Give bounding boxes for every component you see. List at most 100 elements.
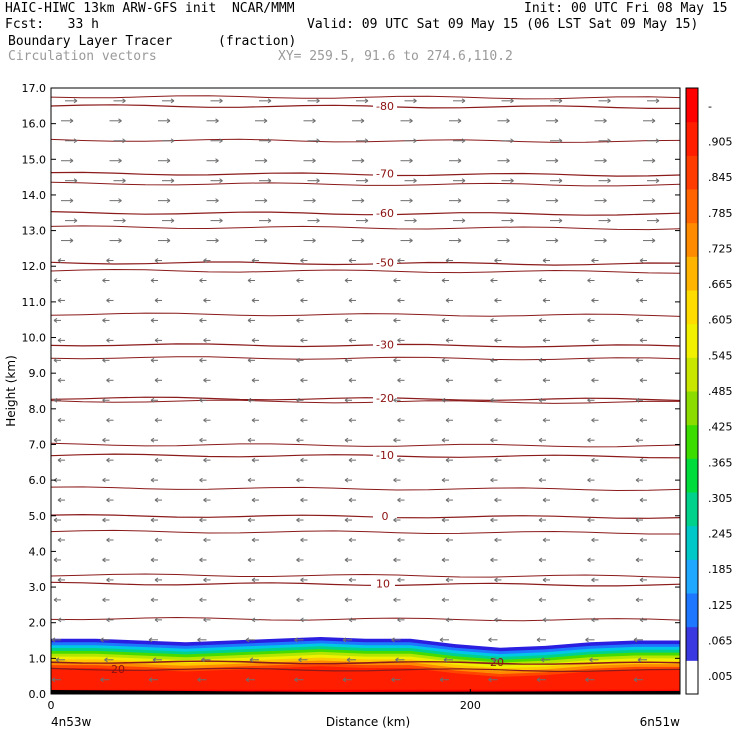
- wind-vector-head: [73, 178, 78, 184]
- wind-vector-head: [201, 657, 205, 663]
- isotherm-label: -30: [376, 339, 394, 352]
- wind-vector-head: [635, 357, 640, 363]
- wind-vector-head: [166, 118, 171, 124]
- wind-vector-head: [348, 577, 353, 583]
- wind-vector-head: [587, 517, 591, 523]
- wind-vector-head: [607, 178, 611, 184]
- wind-vector-head: [267, 138, 272, 144]
- wind-vector-head: [247, 597, 252, 603]
- wind-vector-head: [251, 577, 256, 583]
- x-axis: 0 200: [48, 689, 481, 712]
- wind-vector-head: [558, 218, 563, 224]
- wind-vector-head: [591, 457, 595, 463]
- wind-vector-head: [247, 437, 252, 443]
- wind-vector-head: [57, 497, 62, 503]
- wind-vector-head: [203, 457, 207, 463]
- colorbar: .005 .065 .125 .185 .245 .305 .365 .425 .485 .545…: [685, 87, 733, 695]
- header-line1-left: HAIC-HIWC 13km ARW-GFS init NCAR/MMM: [5, 1, 295, 16]
- circulation-vectors: [51, 98, 660, 683]
- wind-vector-head: [106, 298, 110, 303]
- wind-vector-head: [639, 617, 644, 623]
- wind-vector-head: [219, 218, 223, 224]
- wind-vector-head: [364, 138, 369, 144]
- wind-vector-head: [166, 158, 171, 164]
- wind-vector-head: [538, 477, 543, 483]
- wind-vector-head: [655, 218, 660, 224]
- plot-frame: [50, 87, 681, 695]
- wind-vector-head: [506, 198, 510, 204]
- wind-vector-head: [441, 437, 446, 443]
- wind-vector-head: [245, 677, 250, 683]
- isotherm-line: [51, 573, 680, 578]
- wind-vector-head: [263, 158, 268, 164]
- isotherm-line: [51, 529, 680, 535]
- wind-vector-head: [397, 497, 401, 503]
- y-tick-label: 3.0: [29, 581, 47, 594]
- colorbar-swatch: [686, 559, 698, 594]
- wind-vector-head: [587, 597, 591, 603]
- wind-vector-head: [490, 517, 494, 523]
- wind-vector-head: [591, 377, 595, 383]
- colorbar-label: .365: [708, 456, 733, 469]
- wind-vector-head: [558, 98, 563, 104]
- wind-vector-head: [215, 118, 219, 124]
- wind-vector-head: [364, 218, 369, 224]
- wind-vector-head: [494, 497, 498, 503]
- wind-vector-head: [603, 158, 607, 164]
- isotherm-label-bg: [373, 256, 397, 269]
- wind-vector-head: [73, 98, 78, 104]
- terrain-surface: [51, 690, 680, 694]
- wind-vector-head: [346, 657, 351, 663]
- wind-vector-head: [154, 337, 159, 343]
- wind-vector-head: [102, 397, 106, 403]
- wind-vector-head: [154, 617, 159, 623]
- wind-vector-head: [199, 517, 203, 523]
- wind-vector-head: [445, 537, 450, 543]
- wind-vector-head: [413, 178, 417, 184]
- isotherm-label: 20: [490, 656, 504, 669]
- wind-vector-head: [316, 98, 320, 104]
- wind-vector-head: [591, 577, 595, 583]
- wind-vector-head: [490, 397, 494, 403]
- isotherm-label: -20: [376, 392, 394, 405]
- wind-vector-head: [219, 138, 223, 144]
- wind-vector-head: [344, 517, 349, 523]
- wind-vector-head: [603, 238, 607, 243]
- colorbar-label: .605: [708, 314, 733, 327]
- isotherm-label-bg: [373, 99, 397, 112]
- wind-vector-head: [558, 138, 563, 144]
- field-name: Boundary Layer Tracer: [8, 34, 173, 49]
- wind-vector-head: [391, 637, 395, 643]
- wind-vector-head: [558, 178, 563, 184]
- wind-vector-head: [199, 397, 203, 403]
- temperature-contours: -80 -70 -60 -50 -30 -20 -10 0 10 20 20: [51, 95, 680, 676]
- wind-vector-head: [397, 417, 401, 423]
- wind-vector-head: [150, 477, 155, 483]
- isotherm-line: [51, 396, 680, 402]
- tracer-fraction-band: [51, 689, 680, 694]
- wind-vector-head: [251, 298, 256, 303]
- wind-vector-head: [170, 98, 175, 104]
- wind-vector-head: [106, 577, 110, 583]
- wind-vector-head: [203, 337, 207, 343]
- isotherm-line: [51, 181, 680, 187]
- wind-vector-head: [441, 318, 446, 323]
- wind-vector-head: [251, 617, 256, 623]
- wind-vector-head: [344, 477, 349, 483]
- field-units: (fraction): [218, 34, 297, 49]
- isotherm-label: 20: [111, 663, 125, 676]
- wind-vector-head: [203, 258, 207, 263]
- wind-vector-head: [395, 657, 399, 663]
- wind-vector-head: [267, 98, 272, 104]
- cross-section-endpoints: XY= 259.5, 91.6 to 274.6,110.2: [278, 49, 513, 64]
- header-forecast-hour: Fcst: 33 h: [5, 17, 99, 32]
- wind-vector-head: [360, 158, 365, 164]
- wind-vector-head: [251, 457, 256, 463]
- colorbar-label: .545: [708, 349, 733, 362]
- wind-vector-head: [457, 158, 462, 164]
- colorbar-swatch: [686, 189, 698, 224]
- wind-vector-head: [441, 357, 446, 363]
- wind-vector-head: [102, 318, 106, 323]
- wind-vector-head: [296, 397, 300, 403]
- wind-vector-head: [154, 417, 159, 423]
